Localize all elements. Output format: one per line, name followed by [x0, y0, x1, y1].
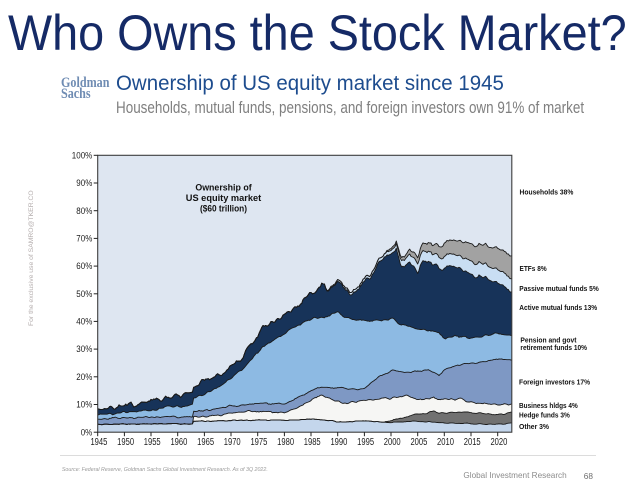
svg-text:70%: 70%: [76, 234, 92, 245]
svg-text:1950: 1950: [117, 437, 134, 448]
svg-text:Hedge funds 3%: Hedge funds 3%: [519, 411, 570, 420]
svg-text:Active mutual funds 13%: Active mutual funds 13%: [519, 303, 597, 312]
svg-text:1970: 1970: [224, 437, 241, 448]
svg-text:1995: 1995: [357, 437, 374, 448]
svg-text:30%: 30%: [76, 344, 92, 355]
svg-text:2000: 2000: [384, 437, 401, 448]
svg-text:1985: 1985: [304, 437, 321, 448]
svg-text:2020: 2020: [490, 437, 507, 448]
svg-text:10%: 10%: [76, 400, 92, 411]
svg-text:1990: 1990: [330, 437, 347, 448]
svg-text:60%: 60%: [76, 261, 92, 272]
svg-text:Business hldgs 4%: Business hldgs 4%: [519, 401, 578, 410]
svg-text:2015: 2015: [464, 437, 481, 448]
svg-text:40%: 40%: [76, 317, 92, 328]
svg-text:ETFs 8%: ETFs 8%: [520, 264, 547, 273]
svg-text:Households 38%: Households 38%: [520, 188, 574, 197]
svg-text:1955: 1955: [144, 437, 161, 448]
svg-text:0%: 0%: [81, 427, 93, 438]
svg-text:1960: 1960: [170, 437, 187, 448]
svg-text:1975: 1975: [250, 437, 267, 448]
svg-text:Ownership of: Ownership of: [195, 182, 252, 192]
svg-text:50%: 50%: [76, 289, 92, 300]
svg-text:2005: 2005: [410, 437, 427, 448]
svg-text:($60 trillion): ($60 trillion): [200, 203, 247, 213]
svg-text:Pension and govt: Pension and govt: [520, 336, 577, 345]
svg-text:2010: 2010: [437, 437, 454, 448]
svg-text:1980: 1980: [277, 437, 294, 448]
svg-text:80%: 80%: [76, 206, 92, 217]
svg-text:retirement funds 10%: retirement funds 10%: [520, 343, 587, 352]
svg-text:1965: 1965: [197, 437, 214, 448]
svg-text:US equity market: US equity market: [186, 193, 261, 203]
svg-text:20%: 20%: [76, 372, 92, 383]
svg-text:1945: 1945: [90, 437, 107, 448]
svg-text:Foreign investors 17%: Foreign investors 17%: [519, 378, 590, 387]
svg-text:Passive mutual funds 5%: Passive mutual funds 5%: [519, 284, 599, 293]
svg-text:100%: 100%: [72, 150, 93, 161]
svg-text:90%: 90%: [76, 178, 92, 189]
svg-text:Other 3%: Other 3%: [519, 422, 549, 431]
